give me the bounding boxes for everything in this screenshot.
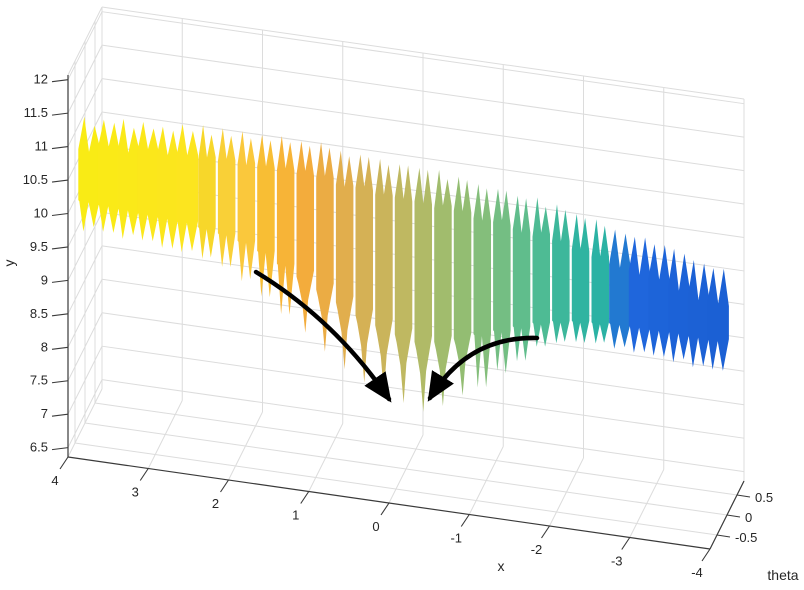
surface-ribbon [296, 141, 314, 333]
x-tick-mark [59, 456, 69, 470]
y-axis-label: y [1, 260, 17, 267]
x-tick-label: -2 [531, 542, 543, 557]
theta-axis-label: theta [767, 567, 798, 583]
y-tick-mark [51, 447, 69, 451]
surface-ribbon [375, 158, 393, 394]
axis-titles: x y theta [1, 260, 799, 584]
x-tick-mark [139, 468, 149, 481]
surface-ribbon [648, 244, 670, 357]
box-top-left-edge [67, 6, 103, 76]
grid-floor-theta [84, 422, 728, 516]
y-tick-label: 9 [41, 272, 48, 287]
y-tick-mark [51, 313, 69, 317]
y-tick-mark [51, 179, 69, 183]
x-tick-mark [621, 537, 631, 550]
y-tick-label: 12 [34, 72, 48, 87]
y-tick-mark [51, 146, 69, 150]
surface-ribbon [156, 126, 179, 249]
x-tick-label: 1 [292, 508, 299, 523]
x-tick-label: 4 [51, 473, 58, 488]
surface-ribbon [217, 128, 236, 268]
surface-ribbon [591, 219, 609, 344]
x-tick-label: 0 [372, 519, 379, 534]
theta-tick-mark [726, 514, 741, 518]
x-tick-mark [701, 548, 711, 562]
surface-ribbon [668, 248, 690, 363]
x-tick-mark [541, 525, 550, 539]
surface-ribbon [532, 197, 550, 347]
x-tick-mark [300, 491, 310, 504]
surface-ribbon [257, 134, 275, 298]
y-tick-mark [51, 346, 69, 350]
surface-ribbon [473, 184, 491, 388]
theta-tick-mark [716, 534, 731, 538]
tick-labels: 6.577.588.599.51010.51111.51243210-1-2-3… [23, 72, 773, 580]
y-tick-mark [51, 246, 69, 250]
surface-ribbon [316, 142, 334, 352]
surface-ribbon [707, 268, 729, 371]
surface-ribbon [628, 236, 651, 353]
surface-ribbon [176, 124, 199, 253]
surface-ribbon [453, 176, 472, 396]
y-tick-mark [51, 212, 69, 217]
surface-ribbon [137, 121, 159, 242]
annotation-arrow [427, 335, 540, 402]
surface-ribbon [198, 125, 216, 259]
x-tick-label: 2 [212, 496, 219, 511]
y-tick-mark [51, 413, 69, 417]
y-tick-label: 8.5 [30, 306, 48, 321]
axes [51, 75, 751, 562]
surface-ribbon [97, 119, 120, 233]
y-tick-label: 11 [35, 139, 49, 154]
y-tick-mark [51, 79, 69, 83]
grid-floor-theta [94, 402, 738, 496]
surface-ribbon [117, 118, 140, 239]
surface-ribbon [414, 167, 432, 412]
box-top-back-edge [101, 6, 745, 100]
surface [78, 116, 729, 412]
y-tick-label: 8 [41, 339, 48, 354]
annotations [253, 269, 540, 403]
surface-ribbon [78, 116, 100, 232]
theta-tick-label: 0 [745, 510, 752, 525]
y-tick-mark [51, 380, 69, 384]
surface-ribbon [609, 229, 631, 349]
x-tick-label: -1 [450, 531, 462, 546]
surface-ribbon [493, 188, 511, 374]
surface-ribbon [512, 195, 531, 362]
y-tick-label: 7 [41, 406, 48, 421]
y-tick-label: 10.5 [23, 172, 48, 187]
x-tick-label: -3 [611, 554, 623, 569]
surface-ribbon [552, 204, 570, 344]
x-tick-mark [460, 514, 470, 527]
annotation-arrow [253, 269, 392, 403]
y-tick-label: 11.5 [24, 105, 48, 120]
x-tick-label: 3 [132, 485, 139, 500]
theta-tick-label: -0.5 [735, 530, 757, 545]
x-tick-mark [220, 479, 229, 493]
surface-ribbon [276, 136, 295, 315]
surface-ribbon [434, 169, 452, 407]
y-tick-label: 10 [34, 205, 48, 220]
y-tick-label: 9.5 [30, 239, 48, 254]
surface-ribbon [687, 260, 710, 368]
y-tick-label: 6.5 [30, 440, 48, 455]
surface-ribbon [237, 131, 256, 282]
y-tick-mark [51, 279, 69, 283]
theta-tick-label: 0.5 [755, 490, 773, 505]
y-tick-mark [51, 112, 69, 116]
surface-ribbon [335, 150, 354, 370]
x-tick-label: -4 [691, 565, 703, 580]
surface-ribbon [394, 164, 413, 404]
surface-ribbon [571, 213, 590, 343]
y-tick-label: 7.5 [30, 373, 48, 388]
grid-floor-theta [74, 442, 718, 536]
x-tick-mark [380, 502, 390, 516]
x-axis-label: x [498, 558, 505, 574]
theta-tick-mark [736, 494, 751, 498]
surface-ribbon [355, 154, 373, 383]
